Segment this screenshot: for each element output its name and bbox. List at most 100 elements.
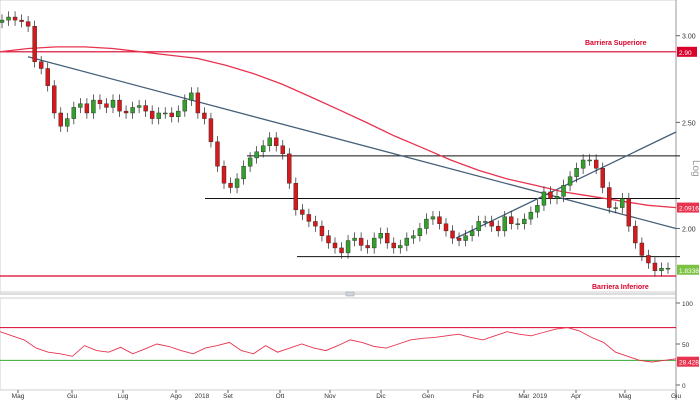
x-tick-label: Ott (276, 393, 285, 400)
candle-body (202, 112, 207, 119)
candle-body (398, 245, 403, 249)
x-tick-label: Mag (619, 393, 632, 400)
candle-body (71, 107, 77, 119)
candle-body (509, 216, 514, 224)
candle-body (156, 112, 161, 119)
candle-body (430, 216, 436, 220)
candle-body (332, 242, 338, 249)
candle-body (313, 221, 318, 227)
x-tick-label: Dic (376, 393, 386, 400)
rsi-line (0, 327, 677, 363)
x-tick-label: Gen (422, 393, 435, 400)
candle-body (6, 16, 11, 21)
candle-body (38, 61, 44, 69)
rsi-panel-frame (0, 297, 677, 391)
candle-body (443, 223, 449, 232)
candle-body (450, 230, 455, 239)
upper-barrier-tag (677, 46, 697, 57)
candle-body (169, 112, 174, 117)
candle-body (339, 247, 344, 254)
candle-body (626, 198, 632, 227)
candle-body (130, 107, 135, 114)
x-tick-label: Giu (67, 393, 78, 400)
candle-body (104, 103, 109, 108)
year-label: 2018 (195, 393, 210, 400)
candle-body (208, 118, 214, 143)
x-tick-label: Lug (118, 393, 129, 400)
candle-body (528, 211, 534, 220)
candle-body (613, 207, 618, 209)
candle-body (65, 118, 70, 127)
candle-body (19, 19, 24, 22)
last-price-tag-label: 1.8338 (679, 268, 699, 275)
candle-body (25, 21, 31, 27)
candle-body (580, 159, 586, 169)
uptrend-line (455, 131, 677, 239)
moving-average-tag (677, 202, 699, 213)
candle-body (274, 137, 279, 146)
candle-body (45, 68, 50, 86)
candle-body (287, 153, 292, 184)
lower-barrier-label: Barriera Inferiore (592, 284, 649, 291)
candle-body (345, 240, 351, 254)
candle-body (215, 141, 220, 167)
rsi-value-tag (677, 356, 699, 367)
rsi-tick-label: 0 (682, 383, 686, 390)
candle-body (371, 237, 377, 249)
x-tick-label: Nov (324, 393, 336, 400)
scroll-handle (345, 291, 355, 297)
candle-body (385, 233, 390, 244)
candle-body (176, 110, 181, 117)
candle-body (163, 112, 168, 115)
candle-body (293, 182, 299, 211)
candle-body (639, 242, 645, 256)
candle-body (241, 165, 246, 180)
candle-body (567, 176, 573, 186)
candle-body (78, 103, 83, 108)
x-tick-label: Giu (671, 393, 682, 400)
candle-body (97, 99, 103, 104)
candle-body (424, 218, 429, 229)
price-panel-frame (0, 0, 677, 293)
candle-body (136, 105, 142, 108)
candle-body (476, 221, 481, 232)
candle-body (561, 185, 566, 197)
candle-body (502, 216, 507, 232)
candle-body (391, 242, 396, 249)
downtrend-line (27, 56, 677, 230)
log-scale-label: Log (690, 160, 700, 177)
candle-body (234, 178, 240, 188)
candle-body (12, 16, 18, 21)
candle-body (482, 221, 488, 223)
price-tick-label: 2.50 (682, 120, 696, 127)
candle-body (110, 99, 116, 108)
candle-body (541, 191, 547, 206)
candle-body (0, 19, 5, 23)
candle-body (280, 145, 285, 155)
candle-body (659, 267, 664, 271)
moving-average-tag-label: 2.0916 (679, 206, 699, 213)
candle-body (417, 228, 423, 236)
x-tick-label: Set (223, 393, 233, 400)
x-tick-label: Feb (472, 393, 484, 400)
candle-body (411, 235, 416, 239)
candle-body (548, 191, 553, 199)
candle-body (143, 105, 148, 112)
candle-body (489, 221, 494, 227)
candle-body (574, 168, 579, 177)
rsi-tick-label: 50 (682, 342, 690, 349)
upper-barrier-label: Barriera Superiore (585, 40, 647, 47)
candle-body (352, 237, 357, 241)
candle-body (300, 209, 305, 215)
candle-body (620, 198, 625, 208)
candle-body (652, 262, 658, 271)
candle-body (378, 233, 383, 239)
candle-body (600, 168, 605, 188)
candle-body (365, 245, 370, 249)
candle-body (228, 182, 233, 188)
upper-barrier-tag-label: 2.90 (679, 50, 692, 57)
candle-body (456, 237, 462, 241)
candle-body (117, 99, 122, 112)
candle-body (587, 159, 592, 162)
